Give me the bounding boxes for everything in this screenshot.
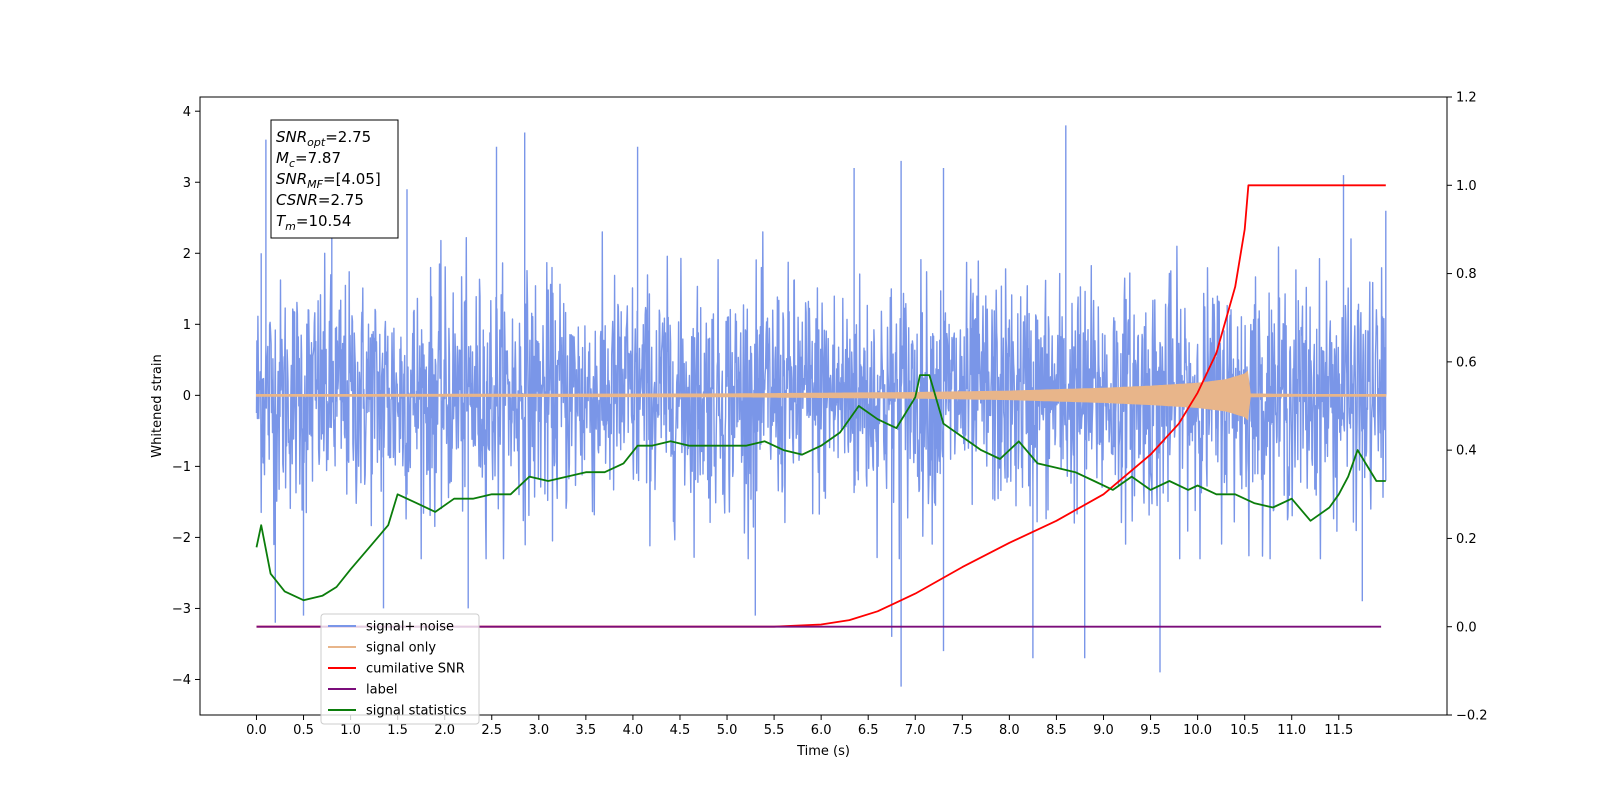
annotation-subscript: opt (307, 136, 326, 149)
annotation-subscript: MF (307, 178, 323, 191)
annotation-line: SNRopt=2.75 (276, 128, 371, 149)
legend-label: signal+ noise (366, 620, 454, 635)
x-tick-label: 10.5 (1230, 723, 1259, 738)
annotation-symbol: CSNR (276, 191, 318, 209)
y2-tick-label: 1.0 (1456, 179, 1477, 194)
plot-area (255, 125, 1387, 687)
y-axis-label: Whitened strain (150, 354, 165, 457)
x-tick-label: 0.0 (246, 723, 267, 738)
annotation-line: Mc=7.87 (276, 149, 341, 170)
x-axis-label: Time (s) (796, 744, 850, 759)
legend: signal+ noise signal only cumilative SNR la… (320, 613, 480, 725)
annotation-subscript: m (285, 220, 296, 233)
series-signal-only (256, 370, 1387, 421)
legend-label: label (366, 683, 397, 698)
axes-frame (199, 96, 1448, 716)
x-tick-label: 6.5 (858, 723, 879, 738)
y2-tick-label: 0.4 (1456, 444, 1477, 459)
y2-tick-label: −0.2 (1456, 709, 1488, 724)
x-tick-label: 1.0 (340, 723, 361, 738)
x-tick-label: 1.5 (387, 723, 408, 738)
x-tick-label: 7.0 (905, 723, 926, 738)
series-signal-statistics (255, 374, 1386, 602)
legend-frame (320, 613, 480, 725)
x-tick-label: 2.0 (434, 723, 455, 738)
x-tick-label: 4.0 (623, 723, 644, 738)
y-tick-label: 2 (183, 247, 191, 262)
annotation-value: =2.75 (325, 128, 371, 146)
annotation-line: Tm=10.54 (276, 212, 351, 233)
y-tick-label: −1 (172, 460, 191, 475)
annotation-value: =10.54 (296, 212, 352, 230)
x-tick-label: 4.5 (670, 723, 691, 738)
y2-tick-label: 0.6 (1456, 355, 1477, 370)
x-tick-label: 9.0 (1093, 723, 1114, 738)
legend-label: signal only (366, 641, 436, 656)
y2-tick-label: 0.2 (1456, 532, 1477, 547)
x-tick-label: 5.5 (764, 723, 785, 738)
annotation-line: SNRMF=[4.05] (276, 170, 381, 191)
x-tick-label: 10.0 (1183, 723, 1212, 738)
annotation-symbol: SNR (276, 170, 307, 188)
x-tick-label: 9.5 (1140, 723, 1161, 738)
x-tick-label: 2.5 (481, 723, 502, 738)
y-tick-label: 3 (183, 176, 191, 191)
x-tick-label: 6.0 (811, 723, 832, 738)
legend-label: signal statistics (366, 704, 467, 719)
y-tick-label: −4 (172, 673, 191, 688)
x-tick-label: 3.5 (576, 723, 597, 738)
x-tick-label: 3.0 (528, 723, 549, 738)
x-tick-label: 7.5 (952, 723, 973, 738)
x-tick-label: 8.0 (999, 723, 1020, 738)
series-cumilative-snr (256, 184, 1386, 628)
series-signal-noise (255, 125, 1387, 687)
annotation-value: =7.87 (295, 149, 341, 167)
x-tick-label: 8.5 (1046, 723, 1067, 738)
axes: 0.0 0.5 1.0 1.5 2.0 2.5 3.0 3.5 4.0 4.5 5.0 5.5 6.0 6… (150, 91, 1488, 759)
y-tick-label: 0 (183, 389, 191, 404)
annotation-value: =[4.05] (323, 170, 381, 188)
x-tick-label: 0.5 (293, 723, 314, 738)
annotation-frame (270, 119, 399, 239)
annotation-line: CSNR=2.75 (276, 191, 364, 209)
annotation-symbol: SNR (276, 128, 307, 146)
annotation-box: SNRopt=2.75Mc=7.87SNRMF=[4.05]CSNR=2.75T… (270, 119, 399, 239)
x-tick-label: 11.0 (1277, 723, 1306, 738)
annotation-symbol: M (276, 149, 289, 167)
y2-tick-label: 0.0 (1456, 620, 1477, 635)
legend-label: cumilative SNR (366, 662, 465, 677)
annotation-value: =2.75 (318, 191, 364, 209)
y-tick-label: 4 (183, 105, 191, 120)
annotation-symbol: T (276, 212, 287, 230)
y-tick-label: −2 (172, 531, 191, 546)
x-tick-label: 5.0 (717, 723, 738, 738)
y2-tick-label: 1.2 (1456, 91, 1477, 106)
y2-tick-label: 0.8 (1456, 267, 1477, 282)
y-tick-label: −3 (172, 602, 191, 617)
y-tick-label: 1 (183, 318, 191, 333)
x-tick-label: 11.5 (1324, 723, 1353, 738)
annotation-subscript: c (289, 157, 295, 170)
